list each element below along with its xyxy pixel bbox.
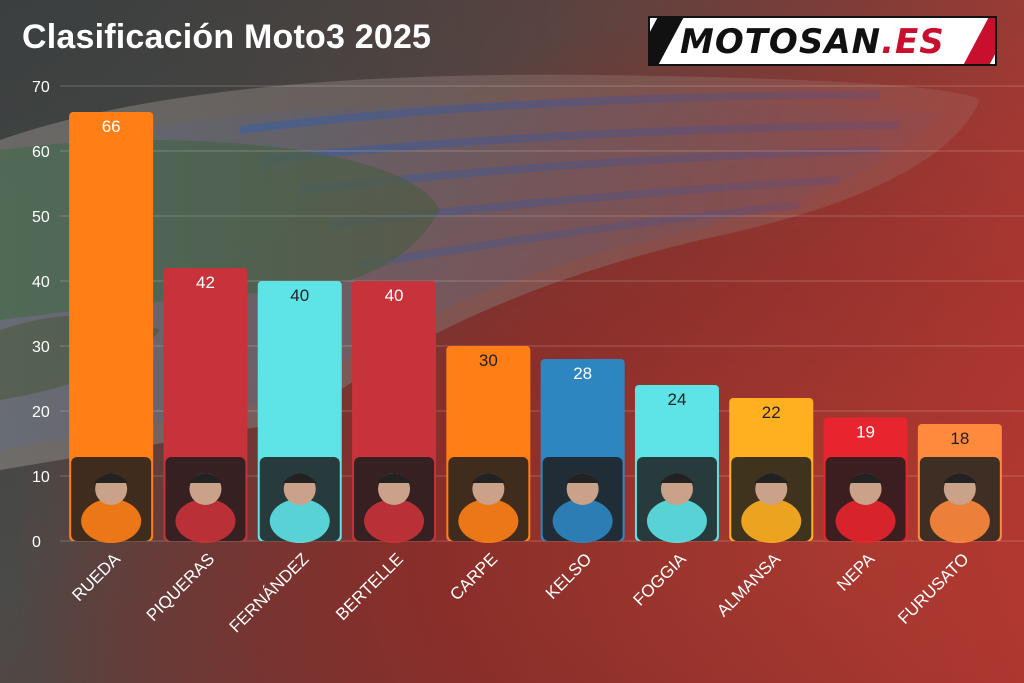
rider-photo bbox=[825, 457, 906, 543]
x-tick-label: FERNÁNDEZ bbox=[226, 549, 313, 636]
x-tick-label: KELSO bbox=[542, 549, 596, 603]
data-label: 40 bbox=[385, 286, 404, 305]
y-axis: 0 10 20 30 40 50 60 70 bbox=[32, 79, 50, 551]
rider-photo bbox=[354, 457, 435, 543]
data-label: 42 bbox=[196, 273, 215, 292]
y-tick-label: 30 bbox=[32, 339, 50, 356]
rider-photo bbox=[448, 457, 529, 543]
rider-photo bbox=[165, 457, 246, 543]
logo-text-prefix: MOTOSAN bbox=[680, 22, 882, 62]
chart-title: Clasificación Moto3 2025 bbox=[22, 18, 432, 56]
data-label: 30 bbox=[479, 351, 498, 370]
rider-photo bbox=[259, 457, 340, 543]
data-label: 40 bbox=[290, 286, 309, 305]
y-tick-label: 10 bbox=[32, 469, 50, 486]
x-tick-label: RUEDA bbox=[68, 549, 124, 605]
y-tick-label: 70 bbox=[32, 79, 50, 96]
y-tick-label: 40 bbox=[32, 274, 50, 291]
x-tick-label: FOGGIA bbox=[630, 549, 691, 610]
rider-photo bbox=[919, 457, 1000, 543]
data-label: 19 bbox=[856, 423, 875, 442]
x-tick-label: FURUSATO bbox=[894, 549, 972, 627]
y-tick-label: 0 bbox=[32, 534, 41, 551]
logo-text-suffix: .ES bbox=[881, 22, 945, 62]
x-axis: RUEDA PIQUERAS FERNÁNDEZ BERTELLE CARPE KELSO… bbox=[68, 549, 972, 636]
rider-photo bbox=[542, 457, 623, 543]
data-label: 66 bbox=[102, 117, 121, 136]
data-label: 28 bbox=[573, 364, 592, 383]
bars: 66 42 40 40 30 28 24 22 19 18 bbox=[69, 112, 1002, 543]
rider-photo bbox=[731, 457, 812, 543]
y-tick-label: 60 bbox=[32, 144, 50, 161]
y-tick-label: 20 bbox=[32, 404, 50, 421]
data-label: 22 bbox=[762, 403, 781, 422]
motosan-logo: MOTOSAN.ES bbox=[648, 16, 997, 66]
x-tick-label: NEPA bbox=[833, 549, 879, 595]
rider-photo bbox=[636, 457, 717, 543]
bar bbox=[69, 112, 154, 541]
data-label: 24 bbox=[667, 390, 686, 409]
rider-photo bbox=[71, 457, 152, 543]
x-tick-label: PIQUERAS bbox=[143, 549, 219, 625]
y-tick-label: 50 bbox=[32, 209, 50, 226]
data-label: 18 bbox=[950, 429, 969, 448]
x-tick-label: BERTELLE bbox=[332, 549, 407, 624]
logo-text: MOTOSAN.ES bbox=[680, 22, 945, 62]
x-tick-label: ALMANSA bbox=[713, 549, 784, 620]
x-tick-label: CARPE bbox=[446, 549, 501, 604]
